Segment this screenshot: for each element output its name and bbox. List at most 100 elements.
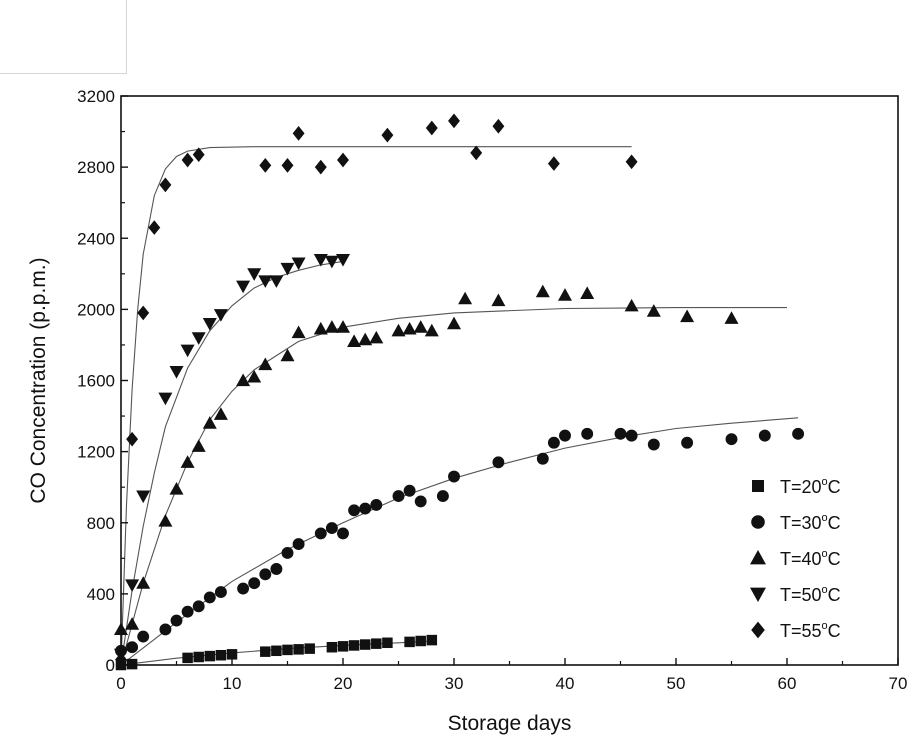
y-tick-label-3: 1200 <box>77 443 115 462</box>
x-tick-label-1: 10 <box>223 674 242 693</box>
series-1-point-17 <box>382 637 393 649</box>
legend: T=20oC T=30oC T=40oC T=50oC T=55oC <box>750 476 841 641</box>
series-3-point-12 <box>280 348 295 362</box>
series-5-point-16 <box>492 118 505 134</box>
series-2-point-25 <box>448 470 460 483</box>
series-3-point-2 <box>136 576 151 589</box>
series-5-point-13 <box>425 120 438 136</box>
series-1-point-3 <box>193 651 204 663</box>
series-1-point-18 <box>404 636 415 648</box>
series-2-point-3 <box>159 623 172 636</box>
series-2-point-24 <box>436 490 449 503</box>
series-2-point-4 <box>170 614 183 627</box>
series-3-point-19 <box>369 330 384 344</box>
series-5-point-1 <box>126 431 139 447</box>
series-1-point-4 <box>204 650 216 662</box>
series-2-point-36 <box>758 429 771 442</box>
series-3-point-23 <box>424 323 439 337</box>
series-5-point-8 <box>281 157 294 173</box>
series-4-point-9 <box>236 280 251 294</box>
frame-corner <box>0 0 127 74</box>
series-1-point-20 <box>426 634 438 646</box>
series-1-point-14 <box>348 640 360 651</box>
series-3-point-26 <box>491 293 506 307</box>
series-2-point-28 <box>547 436 560 449</box>
series-4-point-4 <box>169 366 184 379</box>
series-3-point-9 <box>236 373 251 387</box>
series-2-point-18 <box>348 504 361 517</box>
series-3-point-8 <box>213 407 228 420</box>
series-4-point-2 <box>136 490 151 504</box>
series-2-point-31 <box>614 427 627 440</box>
series-5-point-7 <box>259 157 272 173</box>
series-2-point-13 <box>281 547 294 559</box>
series-5-point-15 <box>470 145 483 161</box>
series-5-point-9 <box>292 125 305 141</box>
legend-label-5: T=55oC <box>780 620 841 641</box>
series-3-point-6 <box>191 439 206 452</box>
series-2-point-21 <box>392 490 405 503</box>
series-3-point-22 <box>413 320 428 333</box>
legend-marker-2 <box>751 515 765 529</box>
plot-frame <box>120 95 899 666</box>
series-3-point-21 <box>402 321 417 335</box>
series-5-point-10 <box>314 159 327 175</box>
series-3-point-10 <box>247 369 262 383</box>
series-4-point-11 <box>258 275 273 288</box>
series-1-point-9 <box>282 644 293 656</box>
series-4-point-10 <box>247 268 262 281</box>
series-3-point-4 <box>169 481 184 495</box>
series-5-point-4 <box>159 177 172 193</box>
series-3-point-14 <box>313 321 328 335</box>
fit-curve-4 <box>120 260 344 666</box>
series-3-point-13 <box>291 325 306 339</box>
series-1-point-6 <box>226 649 238 660</box>
series-4-point-15 <box>313 253 328 267</box>
series-1-point-12 <box>326 641 338 653</box>
series-5-point-11 <box>337 152 349 168</box>
series-3-point-3 <box>158 513 173 527</box>
x-axis-title: Storage days <box>448 712 572 735</box>
series-2-point-29 <box>559 429 571 442</box>
series-3-point-11 <box>258 357 273 371</box>
y-tick-label-1: 400 <box>87 585 115 604</box>
series-4-point-1 <box>125 579 140 592</box>
x-tick-label-2: 20 <box>334 674 353 693</box>
series-3-point-5 <box>180 455 195 468</box>
series-3-point-31 <box>646 304 661 317</box>
y-axis-title: CO Concentration (p.p.m.) <box>27 257 50 503</box>
series-3-point-24 <box>447 316 461 330</box>
x-tick-label-7: 70 <box>889 674 908 693</box>
y-tick-label-4: 1600 <box>77 372 115 391</box>
series-3-point-15 <box>324 320 339 333</box>
fit-curve-2 <box>120 417 799 666</box>
series-4-point-6 <box>191 332 206 345</box>
x-tick-label-6: 60 <box>778 674 797 693</box>
series-2-point-23 <box>414 495 427 508</box>
series-3-point-17 <box>347 334 362 347</box>
series-2-point-12 <box>270 563 283 575</box>
series-2-point-19 <box>359 502 372 515</box>
series-3-point-30 <box>624 298 639 312</box>
series-3-point-27 <box>535 284 550 298</box>
series-2-point-14 <box>292 538 305 551</box>
series-1-point-13 <box>337 641 349 652</box>
series-1-point-8 <box>271 645 282 657</box>
series-3-point-32 <box>680 309 695 323</box>
series-1-point-7 <box>260 646 271 657</box>
legend-label-2: T=30oC <box>780 512 841 533</box>
series-2-point-16 <box>325 522 338 535</box>
series-4-point-13 <box>280 262 295 276</box>
series-5-point-3 <box>148 220 161 235</box>
legend-marker-3 <box>750 550 766 565</box>
y-tick-label-5: 2000 <box>77 300 115 319</box>
series-1-point-16 <box>371 638 382 649</box>
series-5-point-12 <box>381 127 394 143</box>
series-4-point-7 <box>202 318 217 331</box>
series-5-point-2 <box>137 305 150 321</box>
series-2-point-17 <box>337 527 349 540</box>
series-2-point-2 <box>137 630 150 643</box>
legend-label-4: T=50oC <box>780 584 841 605</box>
x-tick-label-0: 0 <box>116 674 125 693</box>
